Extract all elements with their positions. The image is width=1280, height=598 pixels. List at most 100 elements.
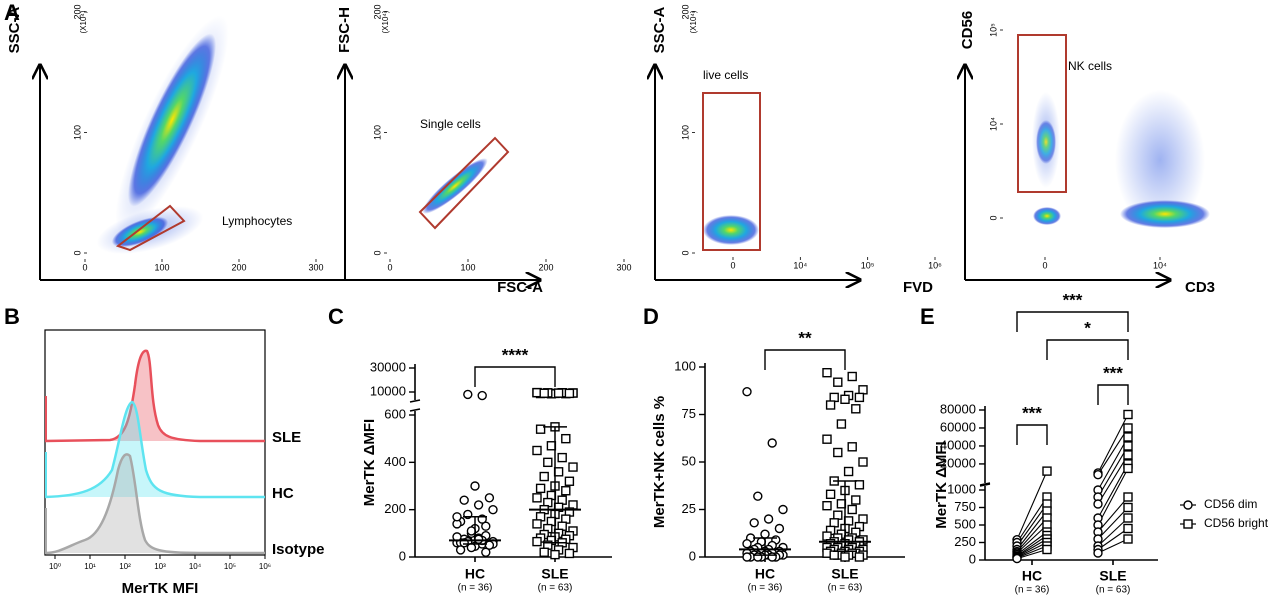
y-axis-label: MerTK ΔMFI	[361, 419, 378, 506]
data-point	[1042, 466, 1052, 476]
pair-line	[1097, 517, 1129, 547]
data-point	[532, 519, 542, 529]
data-point	[742, 539, 752, 549]
y-tick-label: 0	[680, 250, 690, 255]
x-tick-label: 10⁵	[224, 562, 236, 571]
gate	[702, 92, 761, 251]
data-point	[829, 550, 839, 560]
data-point	[1123, 432, 1133, 442]
significance-bracket	[1016, 311, 1129, 332]
data-point	[753, 491, 763, 501]
data-point	[767, 438, 777, 448]
data-point	[822, 434, 832, 444]
data-point	[553, 388, 564, 398]
histogram-frame	[44, 329, 266, 556]
x-tick-label: 10⁰	[49, 562, 61, 571]
x-tick-label: 300	[308, 262, 323, 272]
data-point	[825, 489, 836, 499]
y-tick-label: 0	[72, 250, 82, 255]
axis-break	[409, 408, 421, 412]
data-point	[452, 512, 462, 522]
data-point	[568, 462, 578, 472]
y-axis-label: CD56	[959, 11, 976, 49]
y-axis-label: MerTK+NK cells %	[651, 396, 668, 528]
data-point	[854, 392, 865, 403]
y-tick-label: 200	[384, 501, 406, 516]
gate-label: Lymphocytes	[222, 214, 292, 228]
data-point	[539, 471, 549, 482]
data-point	[854, 480, 865, 490]
y-tick-label: 200	[372, 4, 382, 19]
data-point	[825, 400, 836, 410]
pair-line	[1097, 496, 1129, 533]
data-point	[473, 500, 484, 510]
data-point	[1123, 513, 1133, 523]
data-point	[742, 387, 752, 397]
data-point	[778, 504, 788, 515]
significance-label: ***	[1103, 363, 1123, 382]
gate	[1017, 34, 1067, 193]
y-tick-label: 200	[680, 4, 690, 19]
y-tick-label: 25	[682, 501, 696, 516]
significance-label: *	[1084, 318, 1091, 337]
data-point	[851, 495, 861, 505]
data-point	[854, 552, 865, 562]
data-point	[858, 514, 868, 524]
data-point	[1093, 548, 1103, 558]
data-point	[1012, 553, 1022, 564]
gate-label: live cells	[703, 68, 748, 82]
y-unit: (X10⁴)	[381, 10, 390, 33]
data-point	[1123, 492, 1133, 502]
data-point	[470, 481, 480, 491]
x-axis-label: FVD	[903, 279, 933, 296]
data-point	[564, 548, 575, 559]
pair-line	[1016, 510, 1048, 550]
data-point	[539, 388, 549, 398]
n-label: (n = 36)	[458, 583, 493, 594]
x-tick-label: 100	[154, 262, 169, 272]
x-tick-label: SLE	[831, 566, 858, 582]
pair-line	[1097, 414, 1129, 474]
significance-bracket	[474, 366, 556, 387]
axis-break	[409, 399, 421, 403]
y-tick-label: 100	[680, 125, 690, 140]
x-tick-label: HC	[1022, 568, 1042, 584]
pair-line	[1097, 463, 1129, 519]
x-tick-label: 300	[616, 262, 631, 272]
n-label: (n = 63)	[538, 583, 573, 594]
data-point	[561, 433, 571, 444]
data-point	[749, 518, 759, 528]
pair-line	[1097, 454, 1129, 505]
data-point	[1123, 463, 1133, 474]
data-point	[843, 466, 854, 477]
y-tick-label: 60000	[940, 419, 976, 434]
data-point	[760, 529, 770, 539]
pair-line	[1016, 496, 1048, 543]
data-point	[858, 385, 868, 395]
gate	[115, 204, 186, 252]
legend-label: CD56 dim	[1204, 497, 1257, 511]
y-tick-label: 0	[988, 215, 998, 220]
pair-line	[1097, 538, 1129, 554]
y-tick-label: 750	[954, 499, 976, 514]
data-point	[484, 493, 495, 503]
data-point	[851, 404, 861, 414]
y-tick-label: 100	[72, 125, 82, 140]
significance-bracket	[1046, 339, 1129, 360]
x-tick-label: 10⁴	[1153, 260, 1167, 270]
x-tick-label: 0	[730, 260, 735, 270]
axis-break	[979, 482, 991, 486]
y-tick-label: 50	[682, 453, 696, 468]
y-axis-label: SSC-A	[6, 6, 23, 53]
pair-line	[1016, 545, 1048, 559]
x-tick-label: HC	[755, 566, 775, 582]
y-tick-label: 400	[384, 454, 406, 469]
data-point	[767, 552, 777, 562]
y-tick-label: 100	[674, 358, 696, 373]
data-point	[535, 424, 546, 434]
panel-letter: D	[643, 304, 659, 329]
y-tick-label: 30000	[370, 359, 406, 374]
data-point	[543, 457, 553, 468]
gate-label: NK cells	[1068, 59, 1112, 73]
x-tick-label: 10⁵	[861, 260, 875, 270]
